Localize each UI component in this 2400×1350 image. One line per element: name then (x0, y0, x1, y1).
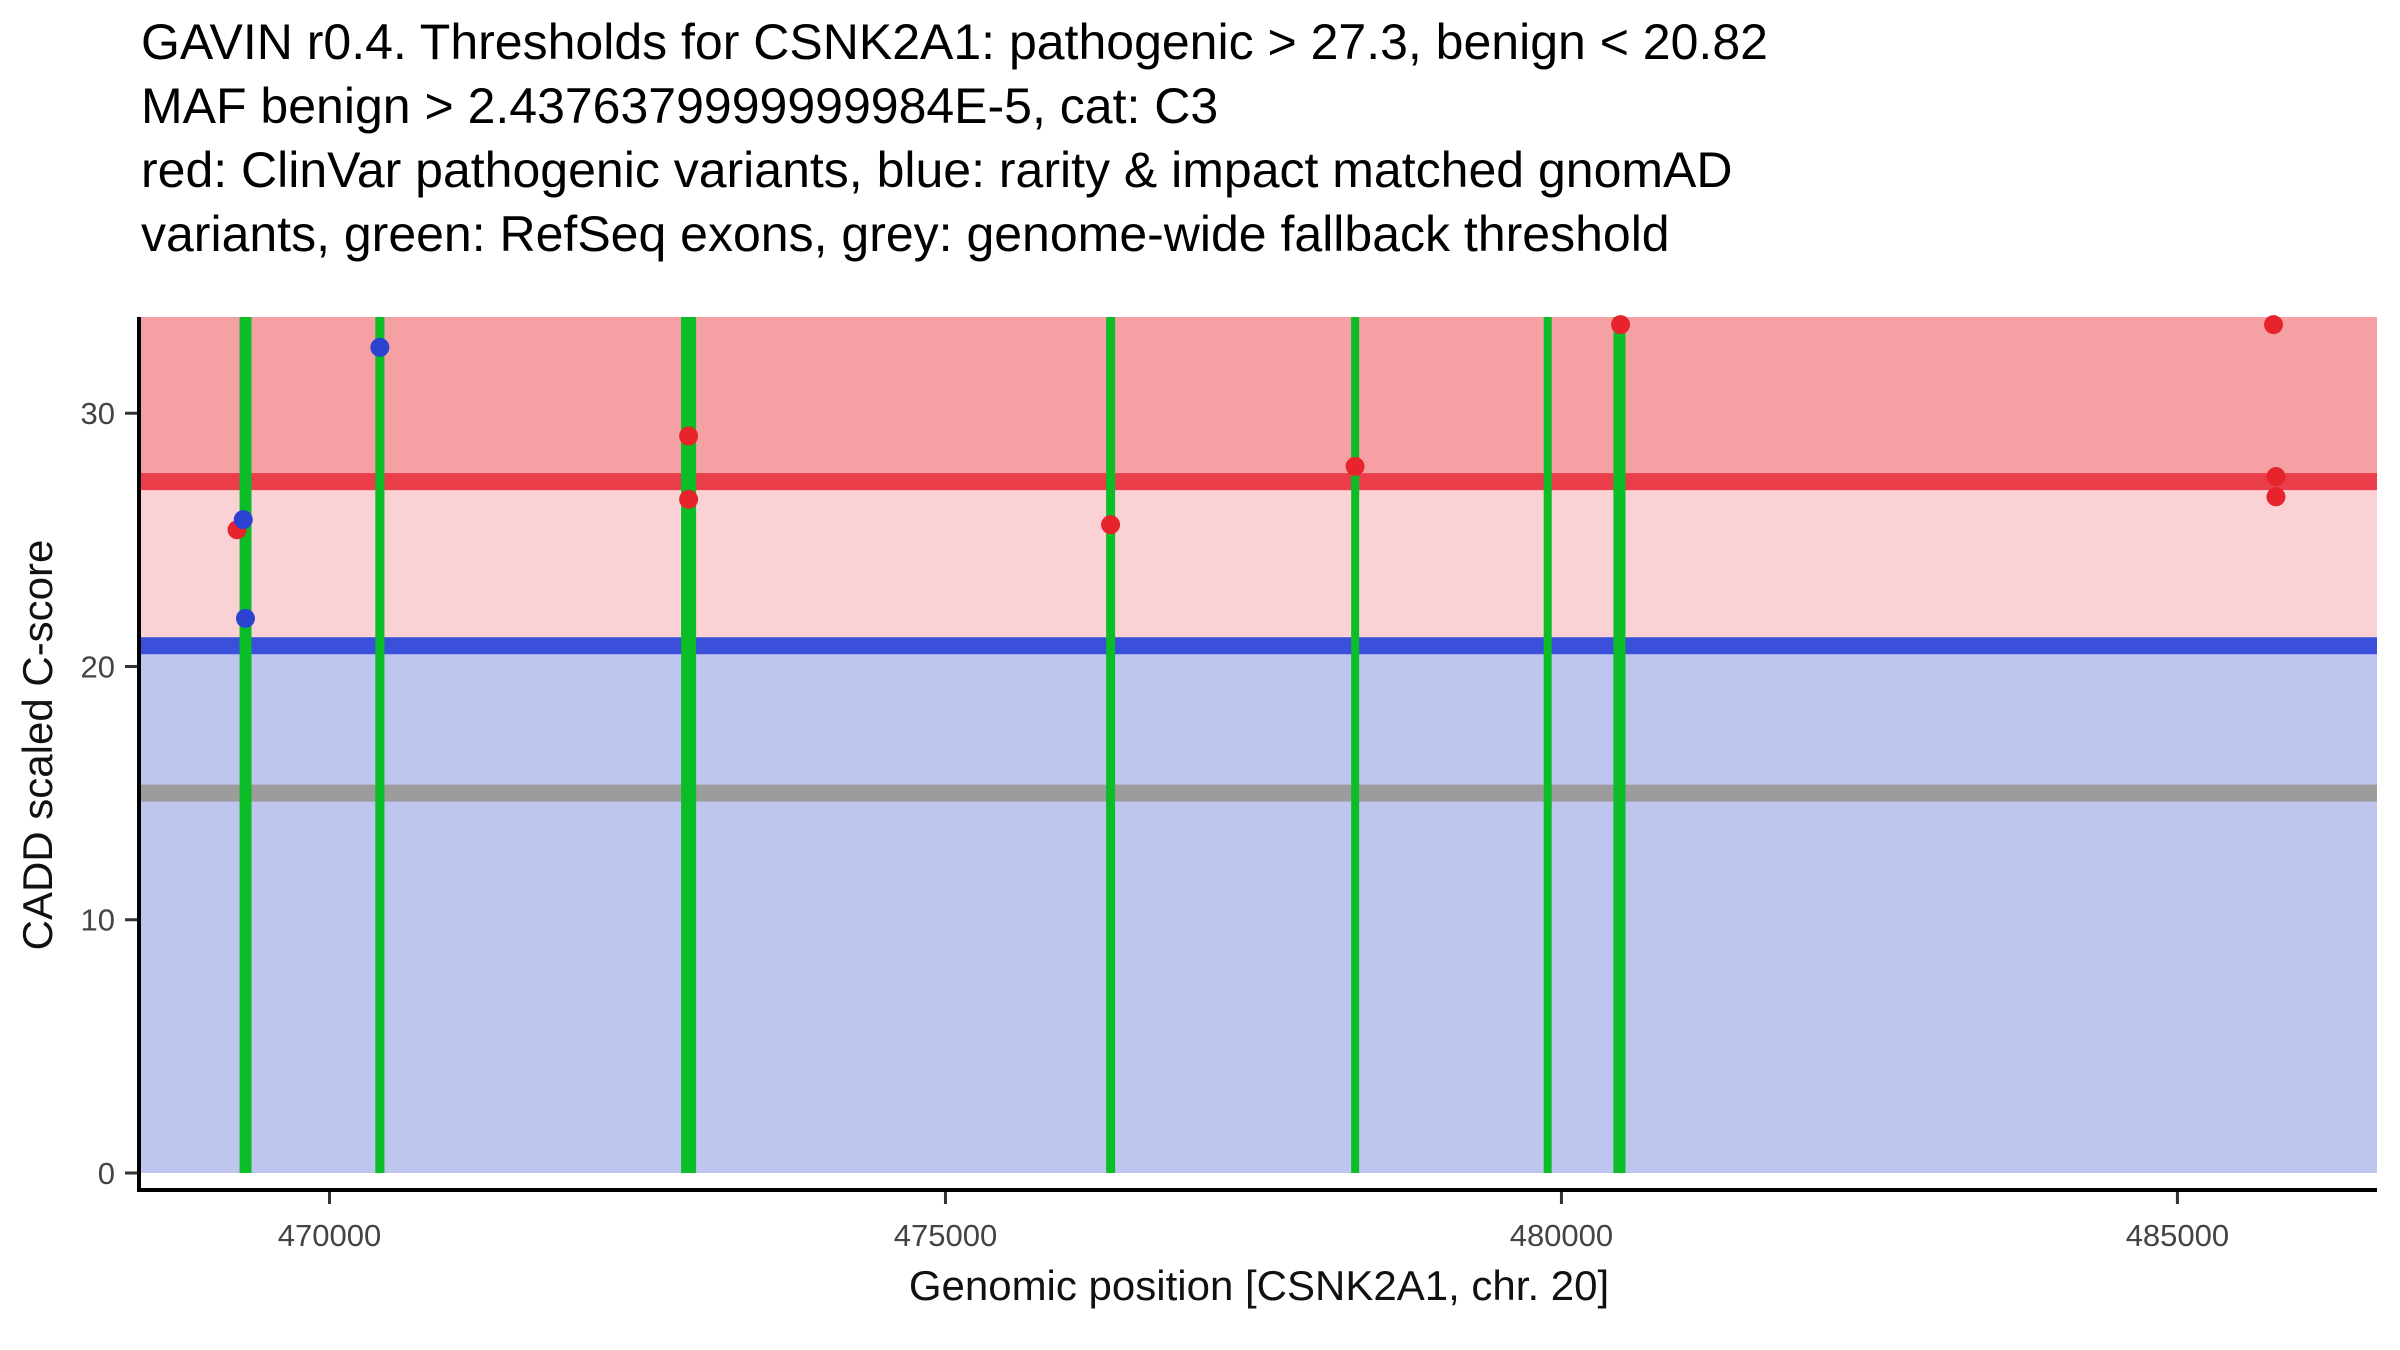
pathogenic-variant-point (679, 489, 699, 509)
title-line-4: variants, green: RefSeq exons, grey: gen… (141, 206, 1670, 262)
exon-line (1543, 317, 1552, 1173)
title-line-1: GAVIN r0.4. Thresholds for CSNK2A1: path… (141, 14, 1768, 70)
gnomad-variant-point (370, 337, 390, 357)
pathogenic-variant-point (1345, 456, 1365, 476)
y-tick-label: 10 (81, 903, 115, 938)
gnomad-variant-point (235, 608, 255, 628)
y-tick (125, 664, 137, 668)
exon-line (239, 317, 252, 1173)
intermediate-zone (141, 481, 2377, 646)
x-tick (943, 1192, 947, 1204)
pathogenic-variant-point (2264, 315, 2284, 335)
x-tick (2175, 1192, 2179, 1204)
pathogenic-variant-point (1101, 515, 1121, 535)
x-tick-label: 475000 (894, 1218, 997, 1253)
title-line-2: MAF benign > 2.4376379999999984E-5, cat:… (141, 78, 1219, 134)
y-axis-label: CADD scaled C-score (14, 539, 61, 951)
pathogenic-variant-point (1611, 315, 1631, 335)
pathogenic-variant-point (679, 426, 699, 446)
plot-title: GAVIN r0.4. Thresholds for CSNK2A1: path… (141, 10, 1768, 266)
y-tick (125, 1171, 137, 1175)
exon-line (1351, 317, 1360, 1173)
exon-line (1613, 317, 1626, 1173)
benign-threshold-line (141, 637, 2377, 655)
gnomad-variant-point (233, 510, 253, 530)
pathogenic-variant-point (2266, 487, 2286, 507)
x-tick (1559, 1192, 1563, 1204)
y-tick-label: 30 (81, 396, 115, 431)
x-axis-label: Genomic position [CSNK2A1, chr. 20] (908, 1262, 1610, 1309)
pathogenic-variant-point (2266, 467, 2286, 487)
exon-line (681, 317, 697, 1173)
x-axis-line (137, 1188, 2377, 1192)
pathogenic-zone (141, 317, 2377, 482)
x-tick (327, 1192, 331, 1204)
y-tick-label: 0 (98, 1156, 115, 1191)
fallback-threshold-line (141, 784, 2377, 802)
x-tick-label: 470000 (278, 1218, 381, 1253)
y-tick (125, 918, 137, 922)
benign-zone (141, 645, 2377, 1173)
exon-line (1106, 317, 1116, 1173)
y-tick-label: 20 (81, 649, 115, 684)
y-tick (125, 411, 137, 415)
x-tick-label: 480000 (1510, 1218, 1613, 1253)
title-line-3: red: ClinVar pathogenic variants, blue: … (141, 142, 1733, 198)
pathogenic-threshold-line (141, 473, 2377, 491)
y-axis-line (137, 317, 141, 1192)
x-tick-label: 485000 (2126, 1218, 2229, 1253)
exon-line (375, 317, 385, 1173)
